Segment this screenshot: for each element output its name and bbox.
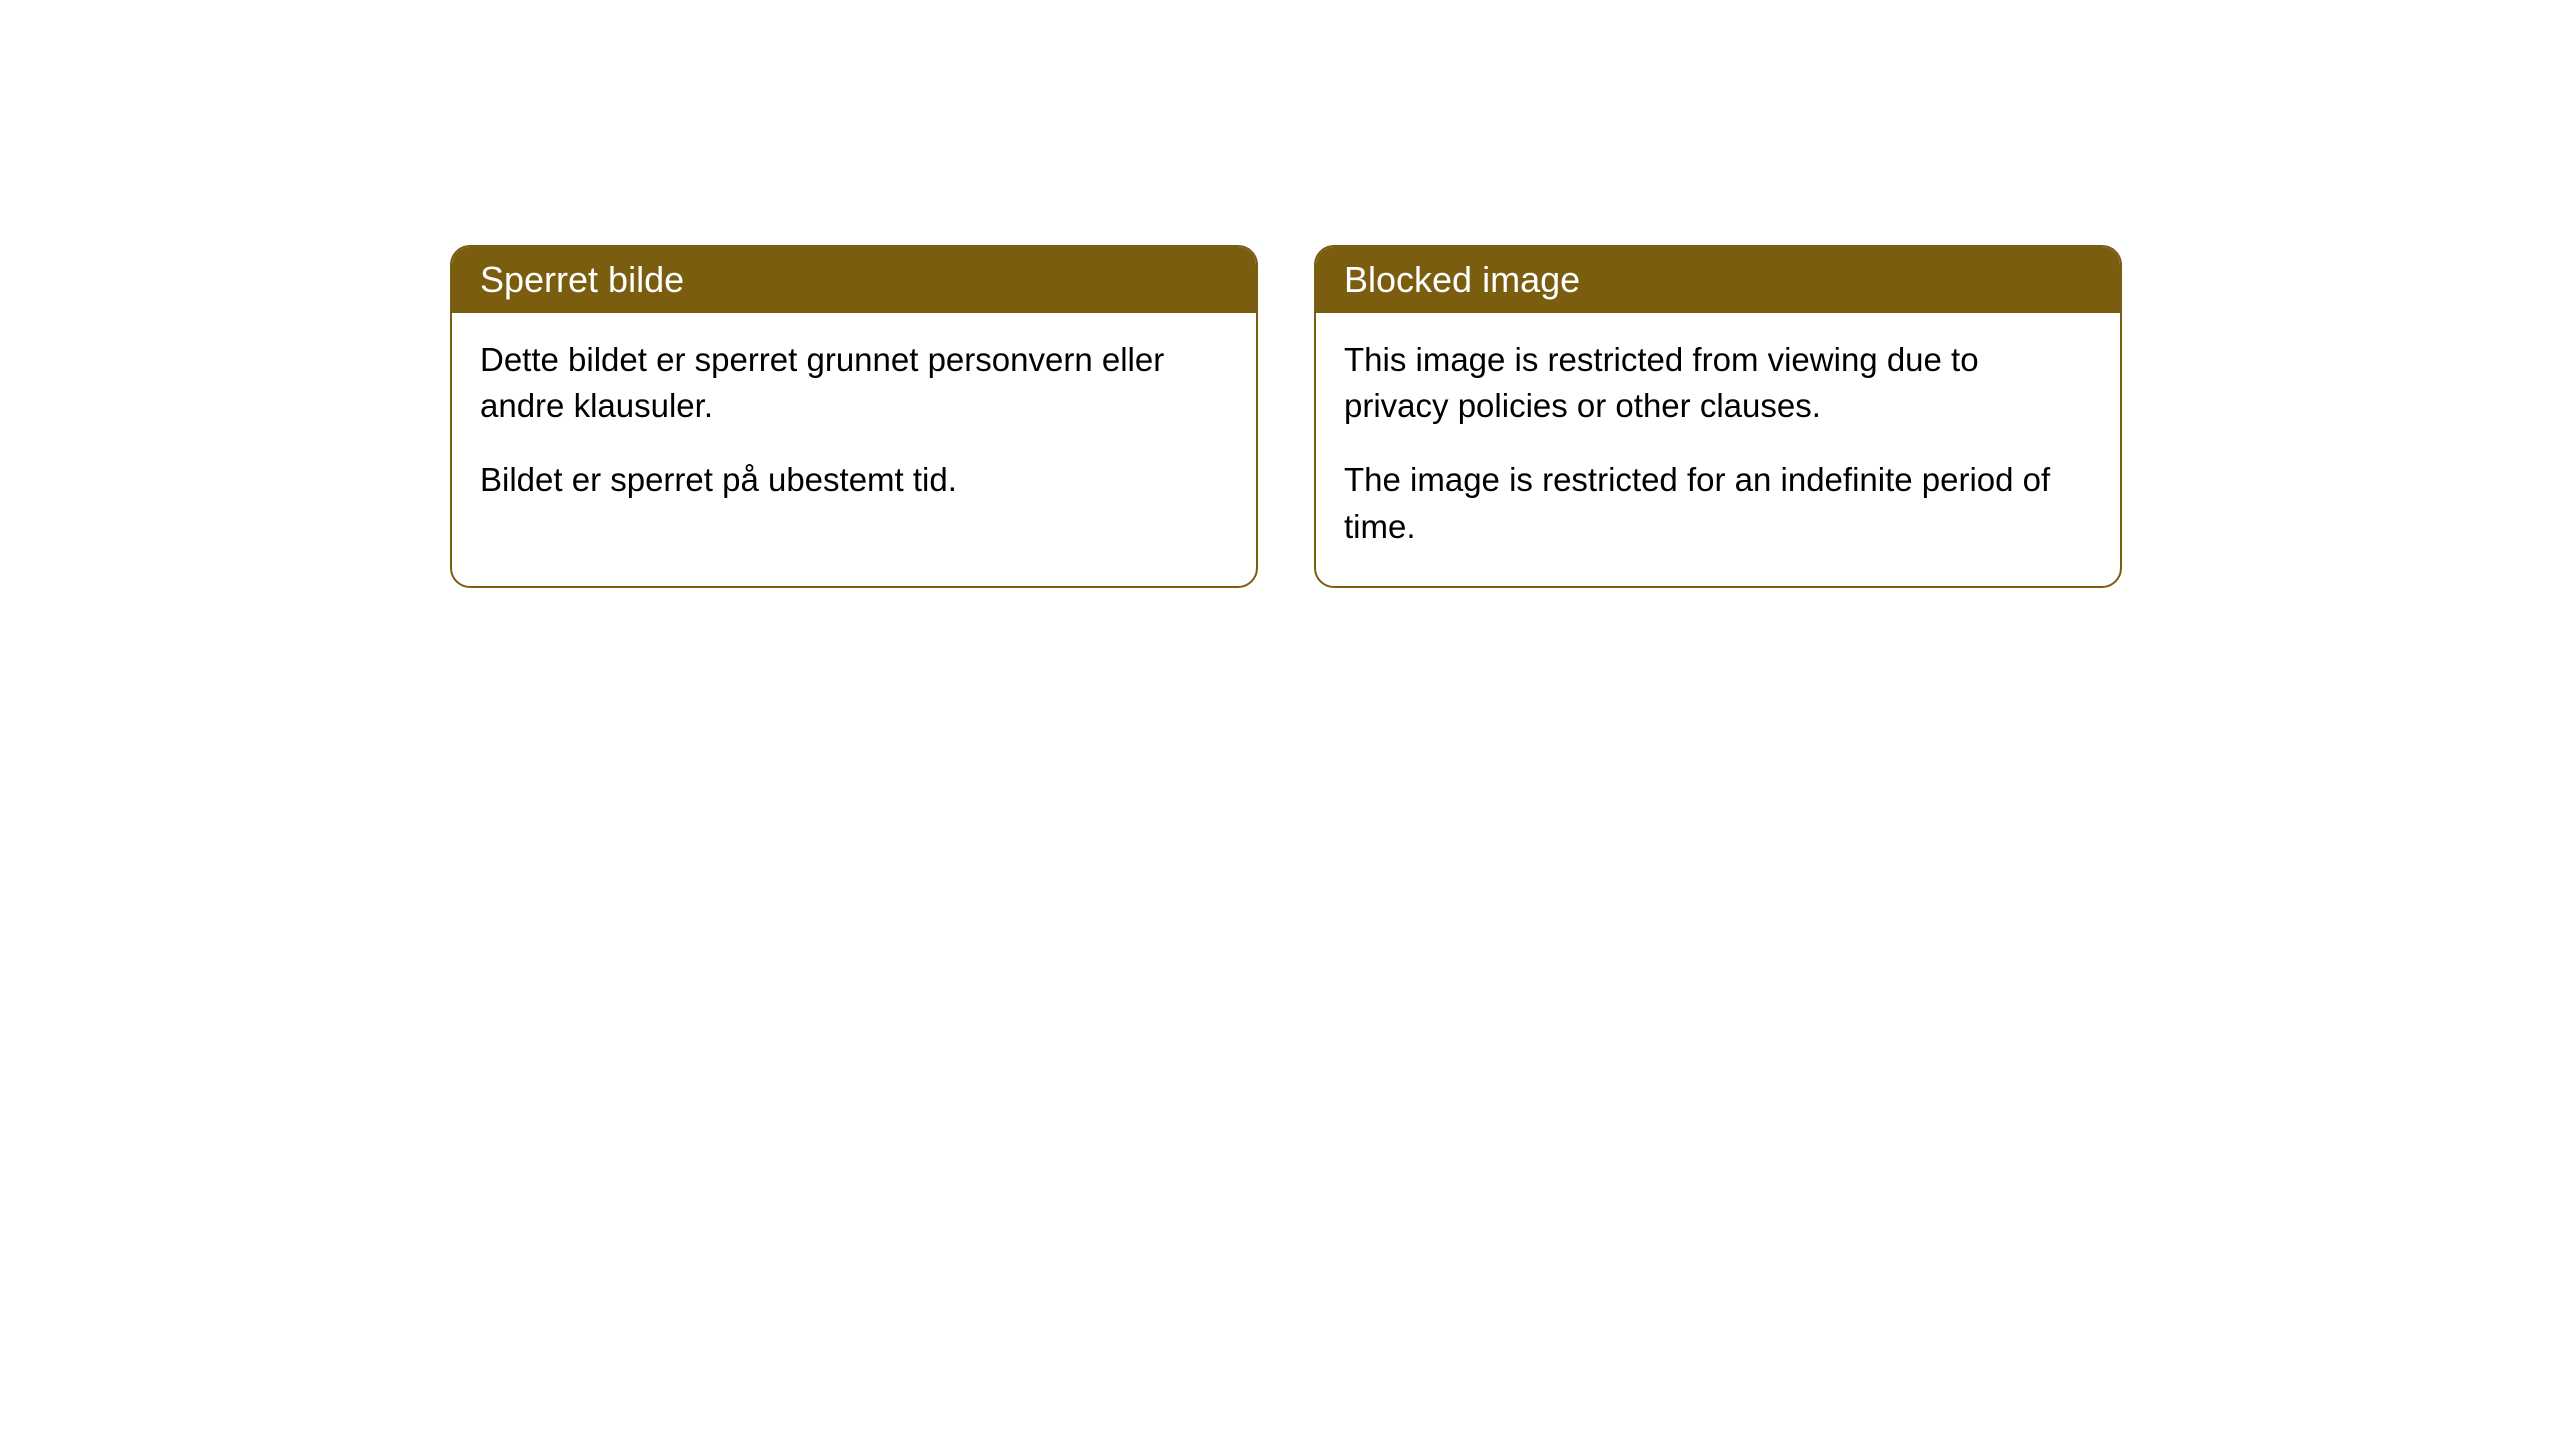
notice-header-english: Blocked image <box>1316 247 2120 313</box>
notice-title: Sperret bilde <box>480 259 684 300</box>
notice-text-line-1: Dette bildet er sperret grunnet personve… <box>480 337 1228 429</box>
notice-card-english: Blocked image This image is restricted f… <box>1314 245 2122 588</box>
notice-body-english: This image is restricted from viewing du… <box>1316 313 2120 586</box>
notice-header-norwegian: Sperret bilde <box>452 247 1256 313</box>
notice-body-norwegian: Dette bildet er sperret grunnet personve… <box>452 313 1256 540</box>
notice-card-norwegian: Sperret bilde Dette bildet er sperret gr… <box>450 245 1258 588</box>
notice-text-line-2: Bildet er sperret på ubestemt tid. <box>480 457 1228 503</box>
notice-text-line-2: The image is restricted for an indefinit… <box>1344 457 2092 549</box>
notice-text-line-1: This image is restricted from viewing du… <box>1344 337 2092 429</box>
notice-title: Blocked image <box>1344 259 1580 300</box>
notice-cards-container: Sperret bilde Dette bildet er sperret gr… <box>450 245 2122 588</box>
